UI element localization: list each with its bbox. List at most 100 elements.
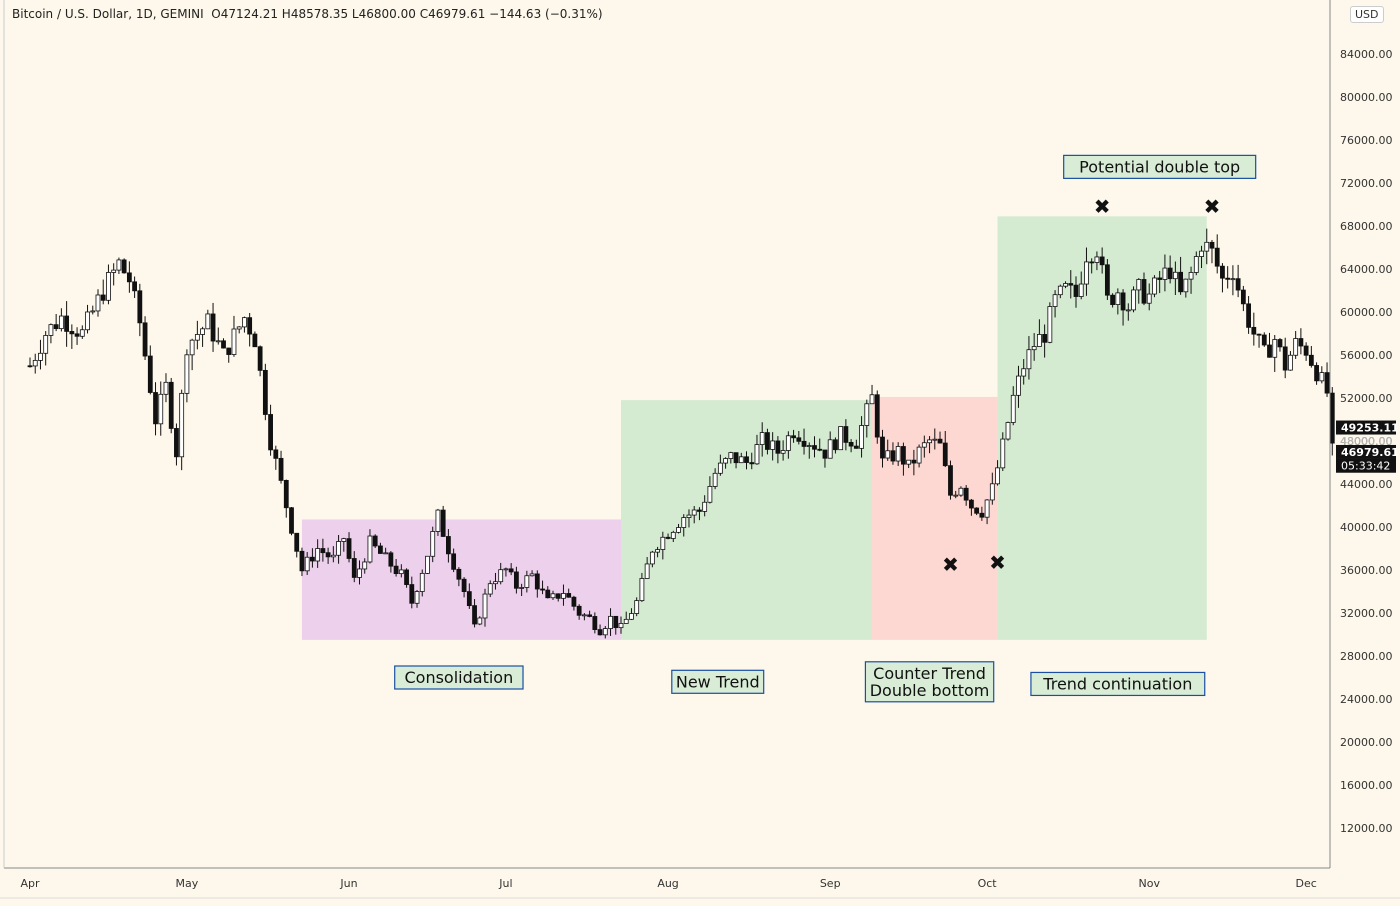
candle-body [95,294,101,312]
candle-body [775,440,781,454]
candle-body [869,394,875,405]
candle-body [1000,438,1006,469]
candle-body [791,435,796,439]
candle-body [1073,284,1079,297]
candle-body [1152,277,1157,295]
candle-body [257,346,263,371]
price-label-box [1336,444,1396,459]
candle-body [1026,349,1032,370]
candle-body [901,446,906,465]
candle-body [304,556,310,572]
price-label-box [1336,420,1396,435]
candle-body [561,593,566,599]
candle-body [236,326,242,330]
candle-body [927,439,932,444]
candle-body [472,605,477,625]
candle-body [106,272,111,301]
candle-body [848,441,854,447]
candle-body [388,552,394,567]
date-tick-label: Dec [1295,877,1316,890]
candle-body [1256,333,1262,336]
candle-body [618,623,624,629]
zone-trend-continuation [997,216,1207,640]
annotation-box [864,661,995,703]
candle-body [43,335,49,354]
annotation-box [671,669,765,694]
candle-body [299,550,305,572]
candle-body [351,558,357,578]
chart-header: Bitcoin / U.S. Dollar, 1D, GEMINI O47124… [12,7,603,21]
close-value: C46979.61 [419,7,486,21]
candle-body [921,442,927,448]
candle-body [226,347,232,355]
candle-body [74,333,80,337]
candle-body [90,310,96,313]
candle-body [676,527,681,533]
candle-body [210,313,216,342]
price-tick-label: 20000.00 [1340,736,1393,749]
price-tick-label: 48000.00 [1340,435,1393,448]
candle-body [540,588,545,591]
date-tick-label: Jul [498,877,512,890]
price-label: 49253.11 [1341,422,1399,435]
candle-body [294,532,300,552]
candle-body [827,439,833,459]
candle-body [932,438,938,441]
candle-body [27,365,33,368]
candle-body [419,572,425,592]
date-tick-label: May [176,877,199,890]
candle-body [555,593,561,599]
candle-body [1329,392,1335,444]
candle-body [780,450,786,454]
candle-body [414,591,420,604]
low-value: L46800.00 [351,7,416,21]
candle-body [445,536,451,555]
candle-body [880,436,885,459]
candle-body [974,507,980,514]
candle-body [58,315,64,330]
candle-body [723,458,728,464]
candle-body [1141,279,1147,304]
candle-body [969,499,974,509]
candle-body [179,392,185,458]
annotation-box [1030,671,1206,697]
candle-body [325,552,331,558]
candle-body [942,442,948,467]
candle-body [519,587,525,589]
candle-body [1246,303,1251,328]
candle-body [1199,250,1204,257]
annotation-label: Double bottom [870,681,990,700]
candle-body [372,535,378,547]
candle-body [812,445,817,450]
candle-body [1021,368,1027,377]
candle-body [1131,289,1136,311]
candle-body [1031,346,1037,351]
candle-body [534,573,540,590]
candle-body [273,449,279,459]
candle-body [100,294,106,301]
price-tick-label: 56000.00 [1340,349,1393,362]
candle-body [1115,292,1121,305]
candle-body [53,324,59,330]
candle-body [550,593,556,599]
zone-consolidation [301,519,621,640]
price-tick-label: 16000.00 [1340,779,1393,792]
candle-body [1094,256,1100,263]
candle-body [1157,277,1163,280]
candle-body [717,462,723,474]
candle-body [498,569,504,583]
candle-body [456,568,462,580]
countdown-label: 05:33:42 [1341,460,1390,473]
candle-body [336,541,341,556]
candle-body [895,446,901,462]
currency-button[interactable]: USD [1350,6,1384,23]
candle-body [194,334,200,341]
candle-body [963,487,969,501]
candle-body [310,556,315,562]
candle-body [1110,294,1116,305]
candle-body [1146,293,1152,304]
candle-body [1010,394,1016,423]
candle-body [806,445,812,447]
candle-body [1319,372,1325,382]
